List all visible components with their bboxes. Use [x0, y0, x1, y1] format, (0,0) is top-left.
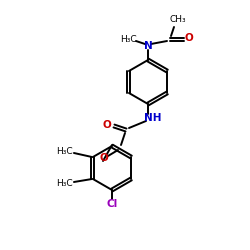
- Text: O: O: [184, 33, 194, 43]
- Text: H₃C: H₃C: [56, 148, 73, 156]
- Text: Cl: Cl: [106, 199, 118, 209]
- Text: CH₃: CH₃: [170, 14, 186, 24]
- Text: O: O: [103, 120, 112, 130]
- Text: H₃C: H₃C: [56, 178, 73, 188]
- Text: NH: NH: [144, 113, 162, 123]
- Text: H₃C: H₃C: [120, 34, 136, 43]
- Text: O: O: [100, 153, 108, 163]
- Text: N: N: [144, 41, 152, 51]
